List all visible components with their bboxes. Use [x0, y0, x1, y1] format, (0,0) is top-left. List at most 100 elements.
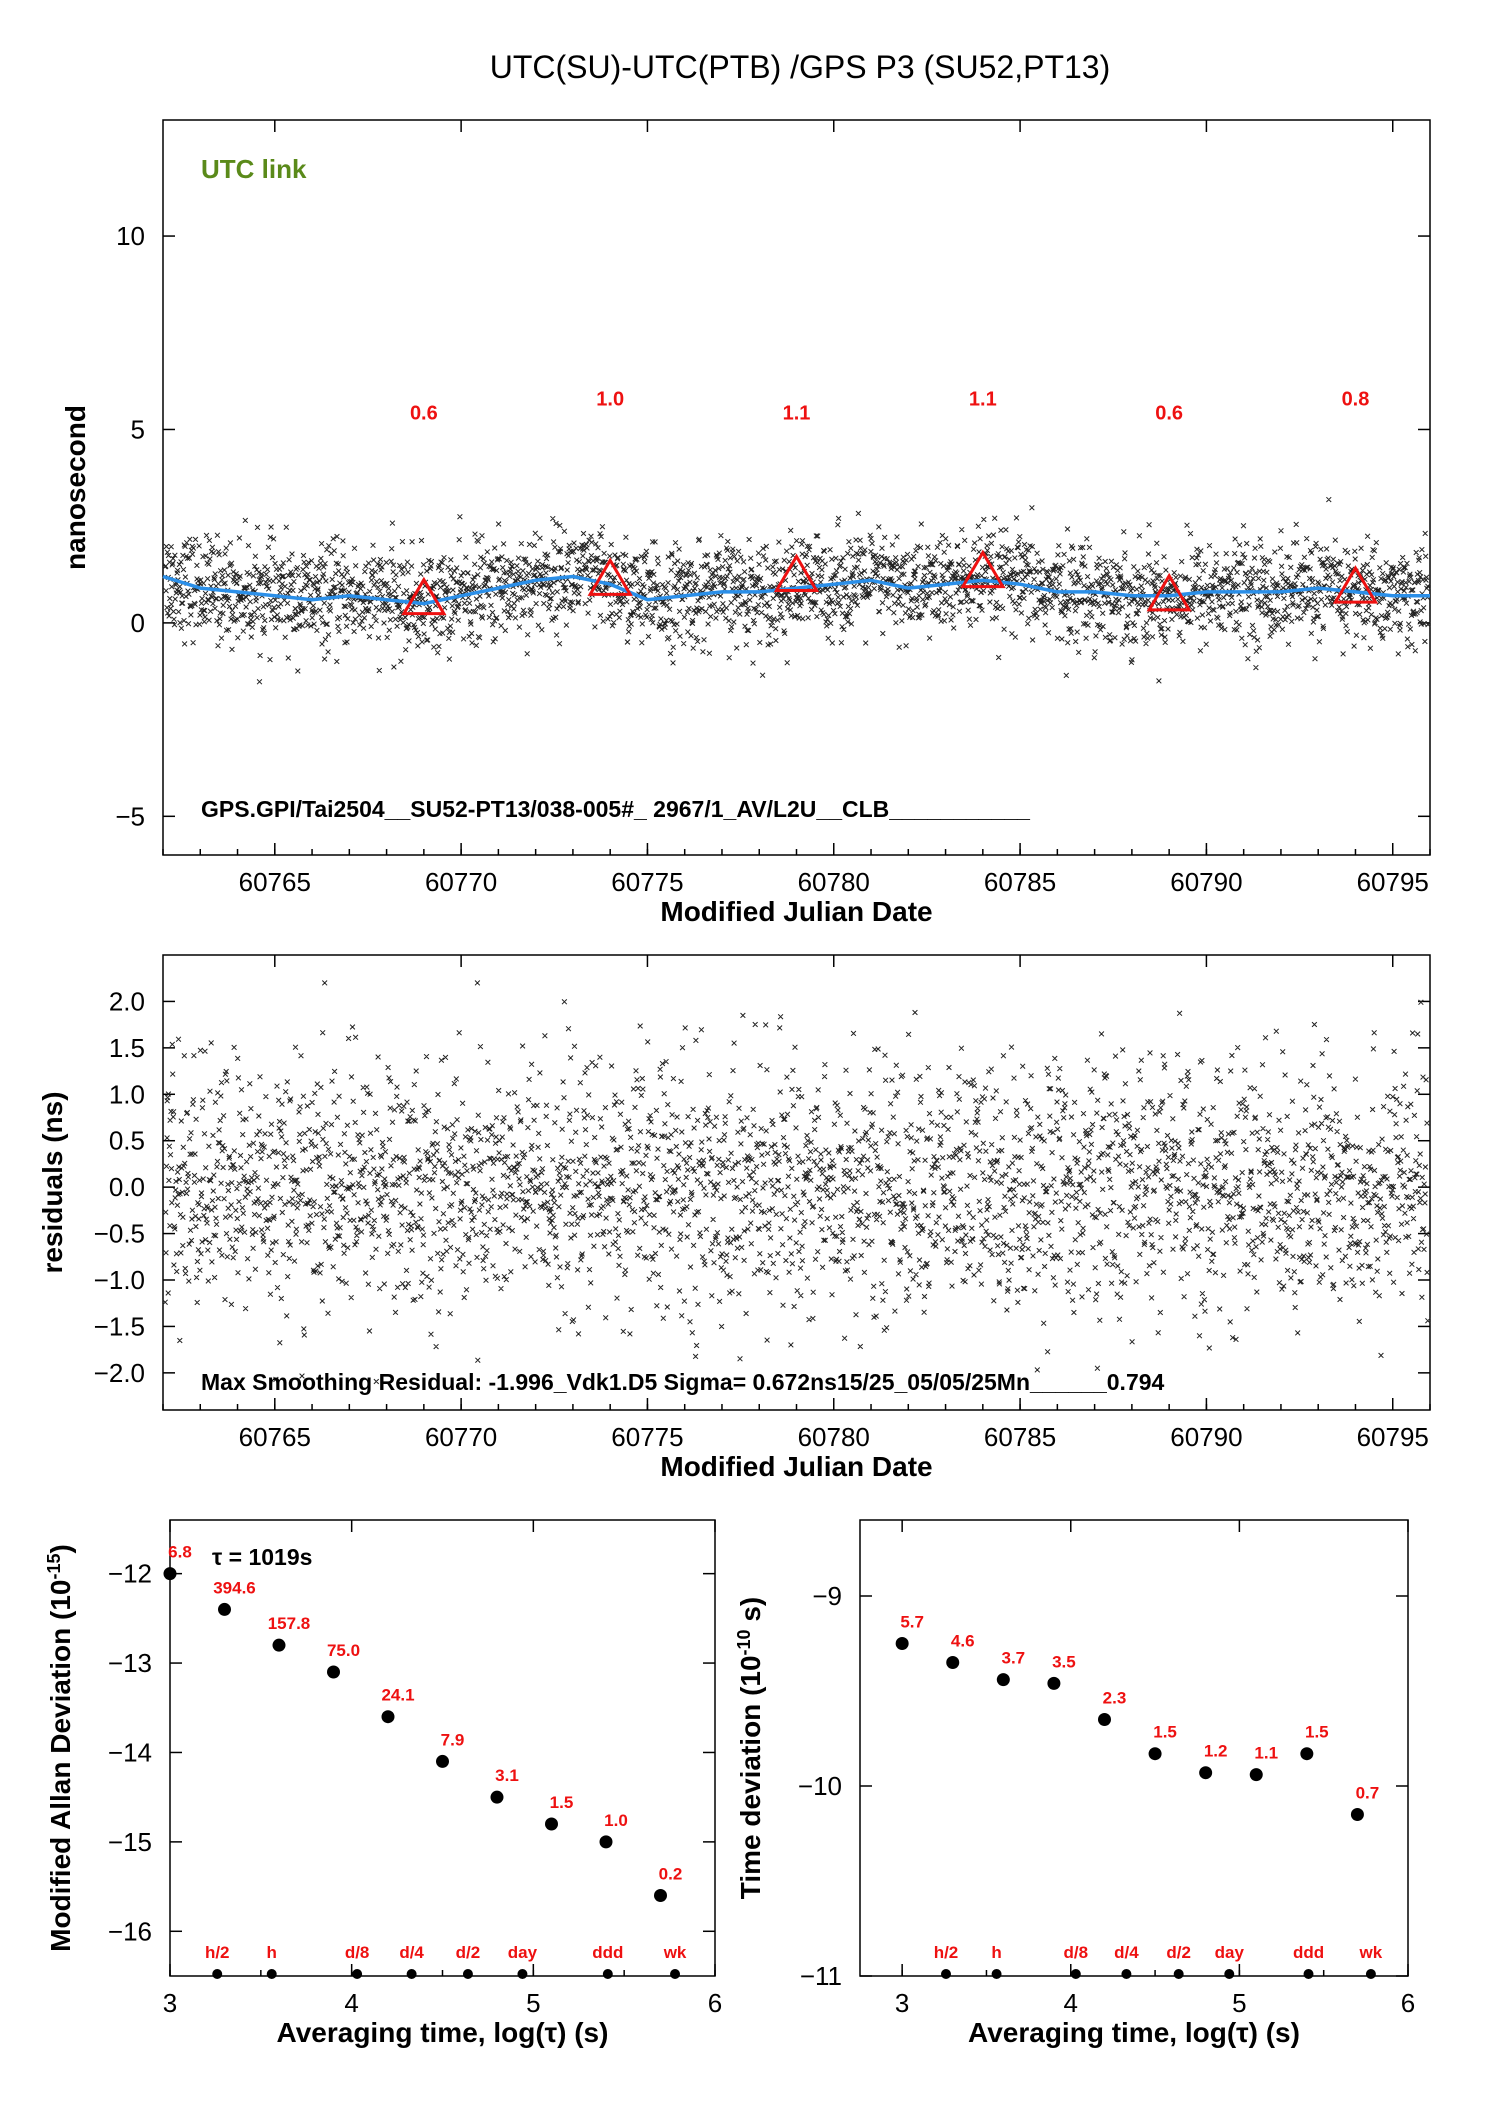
deviation-point-label: 1.5 [1153, 1723, 1177, 1742]
deviation-point [599, 1835, 613, 1849]
x-tick-label: 5 [1232, 1988, 1246, 2018]
x-tick-label: 4 [344, 1988, 358, 2018]
time-marker-dot [1070, 1969, 1081, 1979]
x-tick-label: 3 [163, 1988, 177, 2018]
deviation-point-label: 1.0 [604, 1811, 628, 1830]
y-tick-label: 2.0 [109, 986, 145, 1016]
deviation-point-label: 3.5 [1052, 1652, 1076, 1671]
y-axis-label: Modified Allan Deviation (10-15) [44, 1544, 76, 1952]
x-tick-label: 60790 [1170, 867, 1242, 897]
daily-mean-label: 1.1 [969, 388, 997, 410]
y-tick-label: −12 [108, 1559, 152, 1589]
time-marker-dot [670, 1969, 681, 1979]
time-marker-dot [940, 1969, 951, 1979]
y-axis-label: nanosecond [60, 405, 91, 570]
daily-mean-label: 1.0 [596, 388, 624, 410]
deviation-point [545, 1817, 558, 1831]
time-marker-label: d/2 [456, 1943, 481, 1962]
plot-frame [859, 1519, 1409, 1977]
time-marker-label: day [508, 1943, 538, 1962]
smoothed-line [162, 574, 1430, 606]
time-marker-label: h/2 [934, 1943, 959, 1962]
deviation-point [654, 1889, 667, 1903]
y-tick-label: −5 [115, 801, 145, 831]
deviation-point-label: 3.7 [1002, 1649, 1026, 1668]
x-tick-label: 60765 [239, 1422, 311, 1452]
deviation-point-label: 3.1 [495, 1766, 519, 1785]
plot-frame [162, 954, 1431, 1411]
deviation-point-label: 75.0 [327, 1641, 360, 1660]
time-marker-label: wk [1359, 1943, 1383, 1962]
x-axis-label: Averaging time, log(τ) (s) [277, 2017, 609, 2048]
deviation-point [1199, 1766, 1213, 1780]
link-info-text: GPS.GPI/Tai2504__SU52-PT13/038-005#_ 296… [201, 796, 1030, 822]
x-tick-label: 6 [708, 1988, 722, 2018]
deviation-point [996, 1673, 1010, 1687]
y-tick-label: 0.0 [109, 1172, 145, 1202]
time-deviation-panel: 3 4 5 6 −11 −10 −9 Averaging time, log(τ) (s) Ti… [734, 1519, 1415, 2048]
residuals-panel: 60765 60770 60775 60780 60785 60790 60795 −2.0 −… [37, 954, 1431, 1482]
time-marker-dot [1173, 1969, 1184, 1979]
y-tick-label: −10 [798, 1771, 842, 1801]
daily-mean-label: 0.6 [1155, 402, 1183, 424]
x-tick-label: 6 [1401, 1988, 1415, 2018]
time-marker-label: h [267, 1943, 277, 1962]
y-axis-label: residuals (ns) [37, 1091, 68, 1273]
x-axis-label: Modified Julian Date [660, 1451, 932, 1482]
daily-mean-triangle [773, 553, 820, 592]
scatter-crosses [162, 980, 1431, 1385]
deviation-point [1300, 1747, 1314, 1761]
time-marker-dot [212, 1969, 223, 1979]
time-offset-panel: 60765 60770 60775 60780 60785 60790 60795 −5 0 5 1… [60, 119, 1431, 927]
x-tick-label: 4 [1064, 1988, 1078, 2018]
deviation-point [381, 1710, 395, 1724]
time-marker-dot [266, 1969, 277, 1979]
deviation-point-label: 157.8 [268, 1614, 311, 1633]
time-marker-dot [1121, 1969, 1132, 1979]
deviation-point [1148, 1747, 1162, 1761]
deviation-point [163, 1567, 177, 1581]
x-axis-label: Modified Julian Date [660, 896, 932, 927]
time-marker-label: ddd [592, 1943, 623, 1962]
y-tick-label: −11 [800, 1961, 842, 1991]
y-tick-label: −0.5 [94, 1219, 145, 1249]
time-marker-label: day [1215, 1943, 1245, 1962]
x-tick-label: 60780 [798, 1422, 870, 1452]
time-marker-label: ddd [1293, 1943, 1324, 1962]
deviation-point [327, 1665, 340, 1679]
deviation-point [895, 1637, 909, 1650]
deviation-point-label: 1.2 [1204, 1742, 1228, 1761]
deviation-point-label: 1.1 [1254, 1744, 1278, 1763]
deviation-point [1350, 1808, 1364, 1821]
time-marker-dot [1224, 1969, 1235, 1979]
deviation-point-label: 0.2 [659, 1865, 683, 1884]
residual-info-text: Max Smoothing Residual: -1.996_Vdk1.D5 S… [201, 1369, 1165, 1395]
time-marker-dot [406, 1969, 417, 1979]
y-tick-label: 10 [116, 221, 145, 251]
time-marker-dot [462, 1969, 473, 1979]
y-tick-label: −1.0 [94, 1265, 145, 1295]
time-marker-dot [1365, 1969, 1376, 1979]
allan-deviation-panel: 3 4 5 6 −16 −15 −14 −13 −12 Averaging time, log(τ… [44, 1519, 722, 2048]
y-tick-label: −2.0 [94, 1358, 145, 1388]
x-tick-label: 60790 [1170, 1422, 1242, 1452]
y-tick-label: −13 [108, 1648, 152, 1678]
x-tick-label: 60770 [425, 1422, 497, 1452]
deviation-point [1097, 1713, 1111, 1726]
time-marker-label: d/2 [1166, 1943, 1191, 1962]
time-marker-dot [517, 1969, 528, 1979]
x-tick-label: 60785 [984, 867, 1056, 897]
x-tick-label: 60795 [1357, 1422, 1429, 1452]
y-tick-label: 1.5 [109, 1033, 145, 1063]
deviation-point-label: 394.6 [213, 1578, 256, 1597]
time-marker-label: d/4 [399, 1943, 424, 1962]
y-tick-label: 1.0 [109, 1079, 145, 1109]
deviation-point-label: 2.3 [1103, 1689, 1127, 1708]
time-marker-label: h/2 [205, 1943, 230, 1962]
deviation-point [272, 1638, 286, 1652]
time-marker-dot [991, 1969, 1002, 1979]
deviation-point-label: 1.5 [550, 1793, 574, 1812]
y-tick-label: −9 [812, 1581, 842, 1611]
time-marker-label: wk [663, 1943, 687, 1962]
deviation-point-label: 4.6 [951, 1632, 975, 1651]
